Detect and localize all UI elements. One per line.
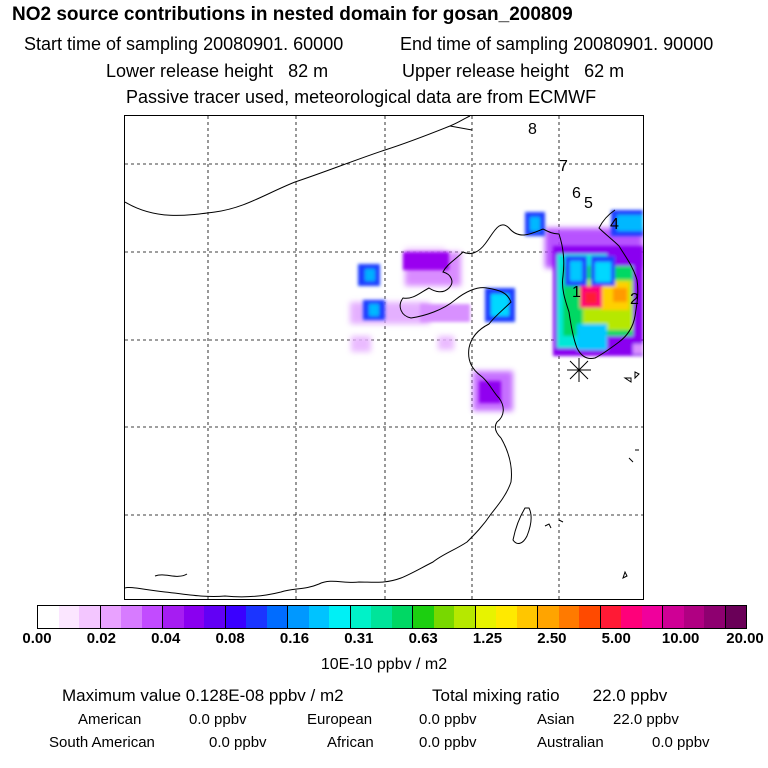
colorbar-swatch xyxy=(704,606,726,628)
region-asian-name: Asian xyxy=(537,711,575,728)
colorbar-swatch xyxy=(183,606,204,628)
hotspot-dalian-core xyxy=(491,294,509,316)
region-australian-value: 0.0 ppbv xyxy=(652,734,710,751)
hotspot-north-korea-core xyxy=(530,217,540,231)
colorbar-swatch xyxy=(225,606,246,628)
region-american-name: American xyxy=(78,711,142,728)
station-label-5: 5 xyxy=(584,195,593,212)
colorbar-tick-label: 0.02 xyxy=(86,630,116,647)
plume-japan-sea xyxy=(633,344,643,354)
colorbar-swatch xyxy=(579,606,601,628)
region-european-value: 0.0 ppbv xyxy=(419,711,477,728)
colorbar-unit: 10E-10 ppbv / m2 xyxy=(320,656,448,673)
field-peninsula-orange xyxy=(613,288,627,302)
asterisk-icon xyxy=(567,358,591,382)
plume-inland-2 xyxy=(438,336,454,350)
colorbar-tick-label: 2.50 xyxy=(537,630,567,647)
plume-hebei xyxy=(403,252,449,270)
colorbar-swatch xyxy=(121,606,142,628)
colorbar-swatch xyxy=(58,606,79,628)
plume-shandong xyxy=(420,304,470,322)
colorbar-swatch xyxy=(163,606,184,628)
region-australian-name: Australian xyxy=(537,734,604,751)
colorbar-tick-label: 20.00 xyxy=(726,630,764,647)
plume-jiangsu xyxy=(479,381,501,403)
hotspot-beijing-core xyxy=(365,269,375,281)
colorbar-tick-label: 0.31 xyxy=(344,630,374,647)
map-panel: 1 2 4 5 6 7 8 xyxy=(124,115,644,600)
colorbar-swatch xyxy=(204,606,226,628)
colorbar-swatch xyxy=(725,606,746,628)
station-label-7: 7 xyxy=(559,158,568,175)
station-label-2: 2 xyxy=(630,291,639,308)
colorbar-tick-label: 0.04 xyxy=(151,630,181,647)
region-asian-value: 22.0 ppbv xyxy=(613,711,679,728)
region-african-name: African xyxy=(327,734,374,751)
colorbar-tick-label: 10.00 xyxy=(661,630,700,647)
colorbar-swatch xyxy=(246,606,267,628)
colorbar-swatch xyxy=(79,606,101,628)
hotspot-east-sea-core xyxy=(617,215,643,231)
colorbar-swatch xyxy=(641,606,663,628)
colorbar-tick-label: 1.25 xyxy=(472,630,503,647)
region-european-name: European xyxy=(307,711,373,728)
colorbar-swatch xyxy=(141,606,163,628)
colorbar-tick-label: 5.00 xyxy=(601,630,631,647)
hotspot-east-core xyxy=(595,262,611,282)
map-title: NO2 source contributions in nested domai… xyxy=(12,4,573,25)
maximum-value: Maximum value 0.128E-08 ppbv / m2 xyxy=(62,686,344,705)
colorbar-swatch xyxy=(516,606,538,628)
colorbar-swatch xyxy=(600,606,621,628)
upper-release-height: Upper release height 62 m xyxy=(402,61,625,81)
colorbar-swatch xyxy=(100,606,121,628)
station-label-1: 1 xyxy=(572,284,581,301)
colorbar xyxy=(37,605,747,629)
plume-shandong-west xyxy=(350,302,430,324)
hotspot-tianjin-core xyxy=(369,304,379,316)
colorbar-swatch xyxy=(308,606,329,628)
colorbar-swatch xyxy=(663,606,684,628)
colorbar-swatch xyxy=(329,606,351,628)
station-label-6: 6 xyxy=(572,185,581,202)
colorbar-swatch xyxy=(558,606,579,628)
colorbar-swatch xyxy=(288,606,309,628)
plume-inland xyxy=(351,336,371,352)
colorbar-swatch xyxy=(371,606,392,628)
station-label-4: 4 xyxy=(610,216,619,233)
colorbar-swatch xyxy=(38,606,59,628)
colorbar-swatch xyxy=(621,606,642,628)
colorbar-swatch xyxy=(350,606,371,628)
region-african-value: 0.0 ppbv xyxy=(419,734,477,751)
colorbar-swatch xyxy=(496,606,517,628)
colorbar-tick-label: 0.16 xyxy=(279,630,310,647)
station-label-8: 8 xyxy=(528,121,537,138)
colorbar-tick-label: 0.00 xyxy=(22,630,52,647)
hotspot-seoul-core xyxy=(585,292,597,304)
map-canvas: 1 2 4 5 6 7 8 xyxy=(125,116,643,599)
lower-release-height: Lower release height 82 m xyxy=(106,61,329,81)
coastlines xyxy=(125,116,640,598)
colorbar-tick-label: 0.08 xyxy=(215,630,245,647)
sampling-end: End time of sampling 20080901. 90000 xyxy=(400,34,714,54)
region-south-american-name: South American xyxy=(49,734,155,751)
region-american-value: 0.0 ppbv xyxy=(189,711,247,728)
hotspot-pyongyang-core xyxy=(570,261,582,281)
colorbar-swatch xyxy=(683,606,704,628)
colorbar-swatch xyxy=(433,606,454,628)
colorbar-swatch xyxy=(391,606,413,628)
total-mixing-ratio: Total mixing ratio 22.0 ppbv xyxy=(432,686,668,705)
colorbar-swatch xyxy=(454,606,476,628)
colorbar-swatch xyxy=(475,606,496,628)
sampling-start: Start time of sampling 20080901. 60000 xyxy=(24,34,344,54)
field-peninsula-south xyxy=(577,324,607,350)
colorbar-swatch xyxy=(266,606,288,628)
colorbar-swatch xyxy=(538,606,559,628)
region-south-american-value: 0.0 ppbv xyxy=(209,734,267,751)
gridlines xyxy=(125,116,643,599)
data-source-note: Passive tracer used, meteorological data… xyxy=(126,87,597,107)
colorbar-tick-label: 0.63 xyxy=(408,630,438,647)
concentration-field xyxy=(350,210,643,411)
colorbar-swatch xyxy=(413,606,434,628)
